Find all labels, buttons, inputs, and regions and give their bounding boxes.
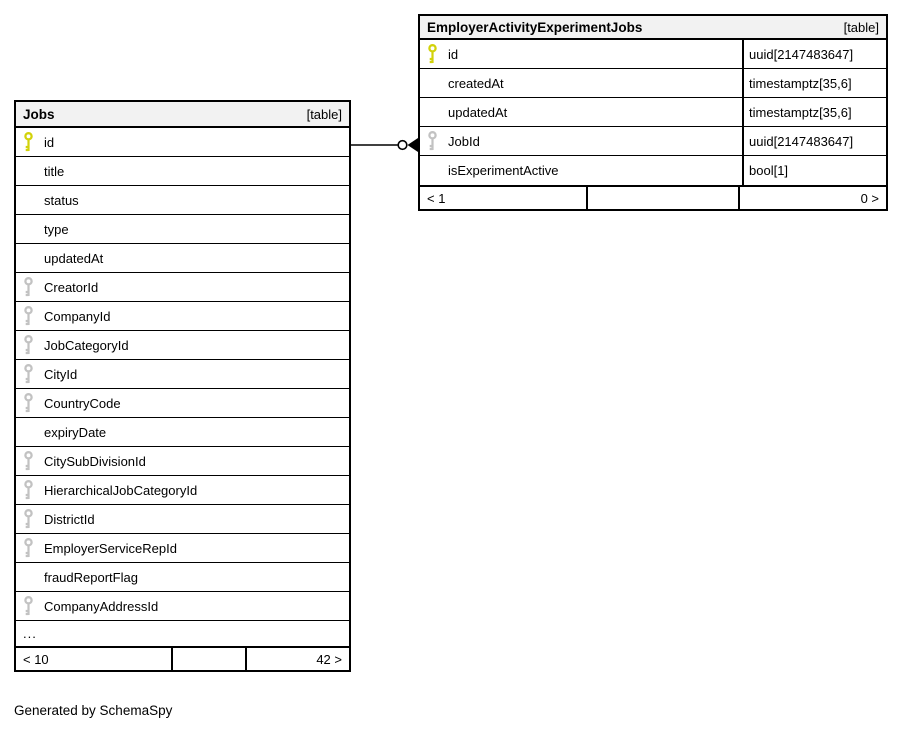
child-relations-count: 0 > (860, 190, 879, 206)
column-type: timestamptz[35,6] (742, 98, 886, 126)
parent-relations-count: < 1 (420, 187, 588, 209)
experiment-table-type-badge: [table] (843, 19, 879, 35)
column-name: JobCategoryId (44, 337, 129, 353)
column-name: status (44, 192, 79, 208)
table-row: title (16, 157, 349, 186)
cardinality-circle-icon (397, 139, 408, 151)
column-name: createdAt (448, 75, 504, 91)
footer-spacer-cell (173, 648, 247, 670)
employer-activity-experiment-jobs-table-node: EmployerActivityExperimentJobs [table] i… (418, 14, 888, 211)
table-row: id uuid[2147483647] (420, 40, 886, 69)
table-row: EmployerServiceRepId (16, 534, 349, 563)
column-name: CityId (44, 366, 78, 382)
hidden-columns-ellipsis: ... (23, 626, 37, 641)
column-name: JobId (448, 133, 480, 149)
table-row: CityId (16, 360, 349, 389)
jobs-table-node: Jobs [table] id title status type update… (14, 100, 351, 672)
jobs-table-title[interactable]: Jobs (23, 106, 55, 122)
column-name: CountryCode (44, 395, 121, 411)
table-row: CitySubDivisionId (16, 447, 349, 476)
table-row: updatedAt timestamptz[35,6] (420, 98, 886, 127)
key-icon (23, 306, 34, 326)
column-name: updatedAt (448, 104, 508, 120)
table-row: HierarchicalJobCategoryId (16, 476, 349, 505)
column-name: id (44, 134, 55, 150)
column-name: id (448, 46, 459, 62)
key-icon (23, 480, 34, 500)
table-row: DistrictId (16, 505, 349, 534)
column-name: expiryDate (44, 424, 107, 440)
table-row: isExperimentActive bool[1] (420, 156, 886, 185)
table-row: CountryCode (16, 389, 349, 418)
table-row: status (16, 186, 349, 215)
generated-by-caption: Generated by SchemaSpy (14, 703, 173, 718)
column-name: CompanyAddressId (44, 598, 159, 614)
experiment-table-header[interactable]: EmployerActivityExperimentJobs [table] (420, 16, 886, 40)
column-type: uuid[2147483647] (742, 127, 886, 155)
crowfoot-arrow-icon (407, 138, 418, 152)
column-type: uuid[2147483647] (742, 40, 886, 68)
key-icon (23, 393, 34, 413)
footer-spacer-cell (588, 187, 740, 209)
experiment-table-columns: id uuid[2147483647] createdAt timestamptz[… (420, 40, 886, 185)
parent-relations-count: < 10 (16, 648, 173, 670)
jobs-table-header[interactable]: Jobs [table] (16, 102, 349, 128)
key-icon (23, 451, 34, 471)
key-icon (427, 131, 438, 151)
key-icon (23, 132, 34, 152)
key-icon (23, 596, 34, 616)
key-icon (23, 335, 34, 355)
column-type: timestamptz[35,6] (742, 69, 886, 97)
key-icon (427, 44, 438, 64)
column-name: CreatorId (44, 279, 99, 295)
table-row: expiryDate (16, 418, 349, 447)
table-row: JobId uuid[2147483647] (420, 127, 886, 156)
column-type: bool[1] (742, 156, 886, 185)
experiment-table-footer: < 1 0 > (420, 185, 886, 209)
table-row: updatedAt (16, 244, 349, 273)
jobs-table-columns: id title status type updatedAt CreatorId… (16, 128, 349, 646)
key-icon (23, 509, 34, 529)
column-name: title (44, 163, 65, 179)
table-row: type (16, 215, 349, 244)
column-name: EmployerServiceRepId (44, 540, 177, 556)
column-name: updatedAt (44, 250, 104, 266)
table-row: createdAt timestamptz[35,6] (420, 69, 886, 98)
column-name: type (44, 221, 69, 237)
key-icon (23, 277, 34, 297)
table-row: id (16, 128, 349, 157)
experiment-table-title[interactable]: EmployerActivityExperimentJobs (427, 19, 643, 35)
column-name: fraudReportFlag (44, 569, 138, 585)
table-row: fraudReportFlag (16, 563, 349, 592)
column-name: HierarchicalJobCategoryId (44, 482, 198, 498)
child-relations-count: 42 > (316, 651, 342, 667)
jobs-table-footer: < 10 42 > (16, 646, 349, 670)
column-name: isExperimentActive (448, 163, 559, 178)
table-row: CompanyAddressId (16, 592, 349, 621)
column-name: CompanyId (44, 308, 111, 324)
table-row: CreatorId (16, 273, 349, 302)
table-row: CompanyId (16, 302, 349, 331)
jobs-table-type-badge: [table] (306, 106, 342, 122)
key-icon (23, 538, 34, 558)
table-row: JobCategoryId (16, 331, 349, 360)
key-icon (23, 364, 34, 384)
column-name: DistrictId (44, 511, 95, 527)
column-name: CitySubDivisionId (44, 453, 146, 469)
